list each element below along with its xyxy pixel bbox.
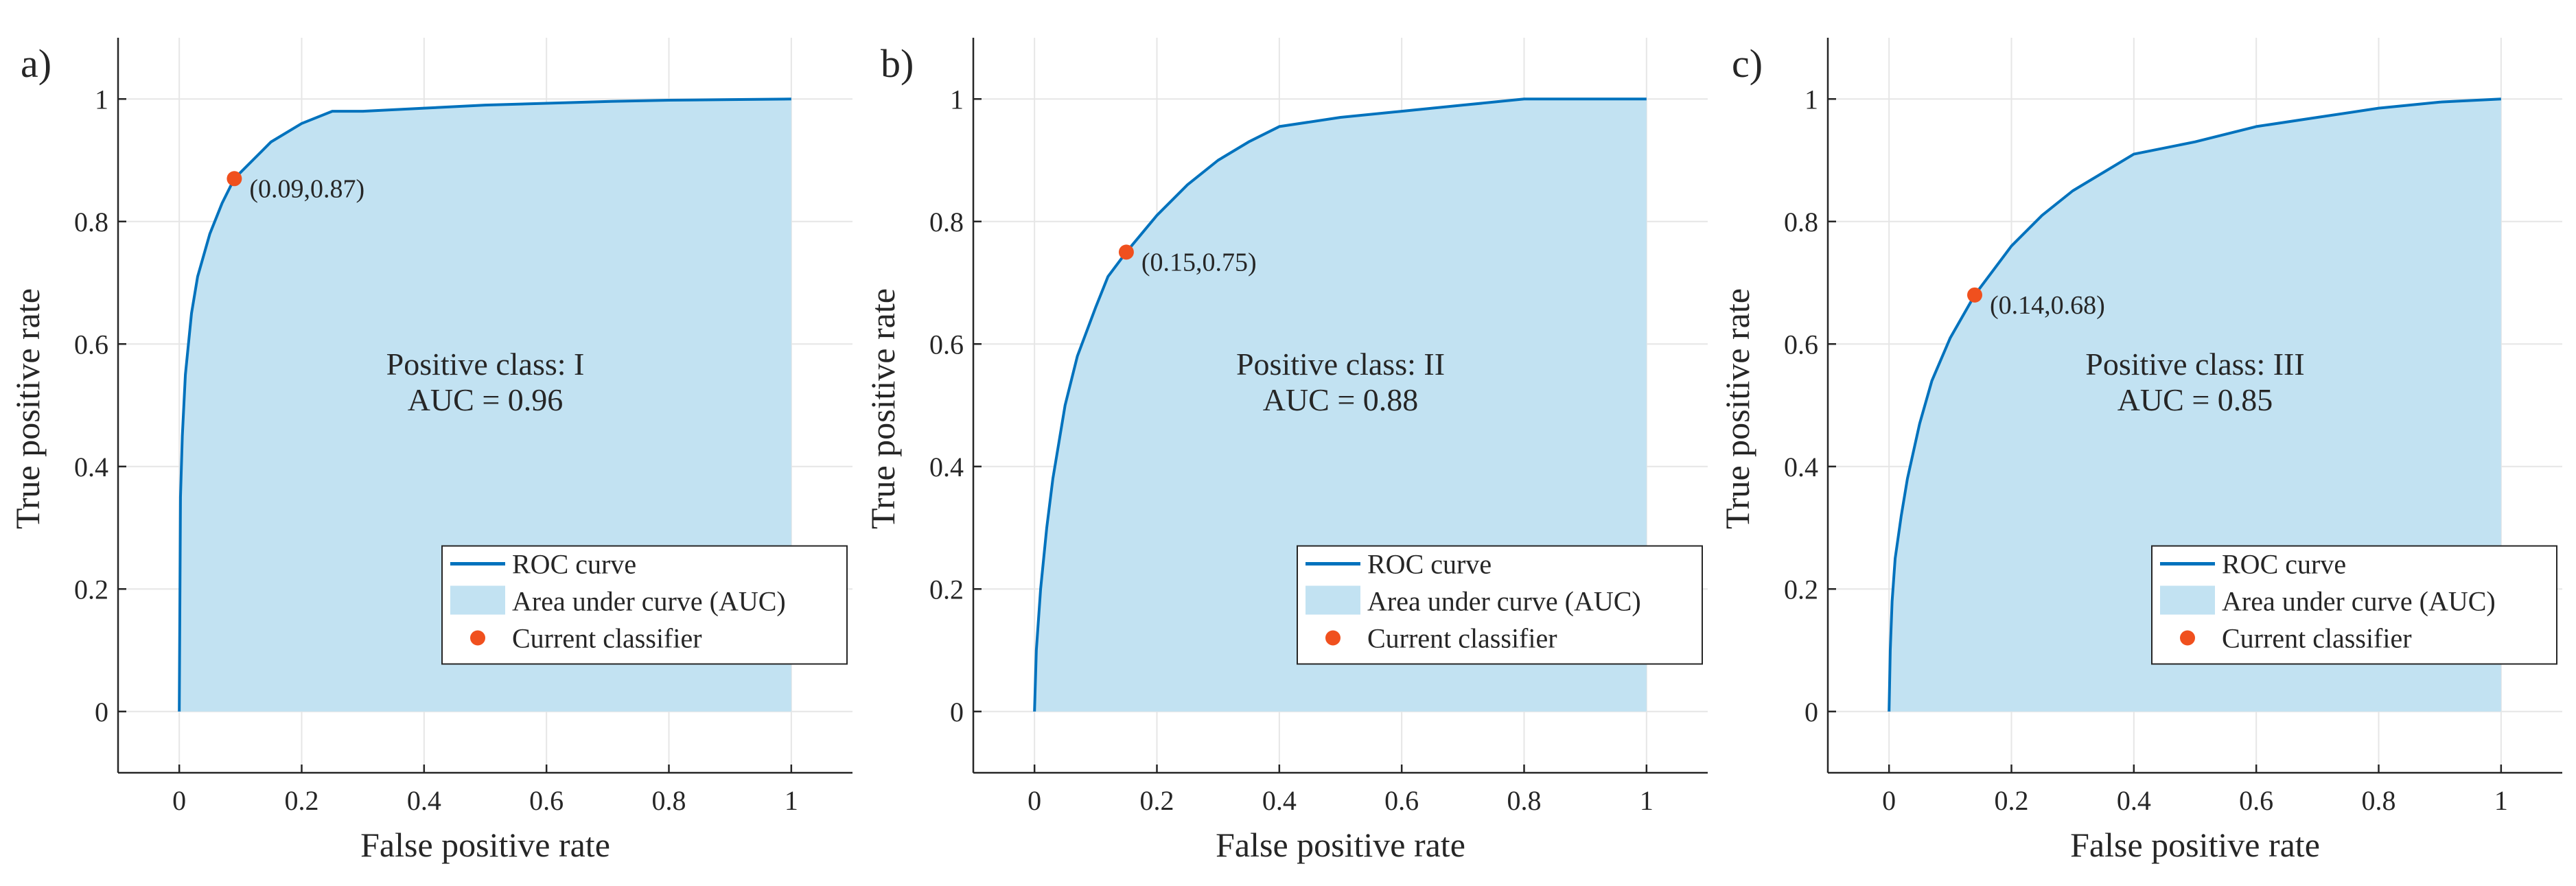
dot-marker-icon — [470, 630, 485, 646]
y-tick-label: 0 — [1805, 697, 1818, 727]
x-tick-label: 0.4 — [1262, 785, 1297, 816]
positive-class-annotation: Positive class: I — [386, 347, 585, 382]
x-tick-label: 0.8 — [1507, 785, 1542, 816]
x-tick-label: 0.8 — [652, 785, 686, 816]
y-tick-label: 1 — [1805, 84, 1818, 115]
y-tick-label: 0.2 — [929, 574, 964, 605]
roc-panel-2: 0 0.2 0.4 0.6 0.8 1 0 0.2 0.4 0.6 0.8 1 False positi… — [863, 38, 1708, 864]
y-tick-label: 0.4 — [74, 452, 108, 482]
current-classifier-point — [1118, 244, 1134, 260]
legend-entry: Current classifier — [2222, 623, 2412, 654]
roc-curve-line — [1033, 97, 1647, 712]
x-tick-label: 0.6 — [2239, 785, 2273, 816]
y-tick-label: 1 — [950, 84, 964, 115]
y-axis-label: True positive rate — [8, 288, 47, 529]
legend-entry: Area under curve (AUC) — [512, 586, 786, 617]
roc-curve-line — [1888, 97, 2501, 712]
auc-annotation: AUC = 0.96 — [408, 382, 564, 417]
x-tick-label: 0.2 — [285, 785, 319, 816]
x-tick-label: 0.2 — [1140, 785, 1174, 816]
auc-annotation: AUC = 0.85 — [2117, 382, 2273, 417]
area-swatch-icon — [2160, 585, 2215, 615]
y-tick-label: 0.6 — [929, 329, 964, 360]
roc-curve-line — [178, 97, 791, 712]
legend-entry: ROC curve — [2222, 549, 2346, 580]
y-tick-label: 1 — [95, 84, 108, 115]
y-tick-label: 0.8 — [1784, 207, 1818, 237]
y-tick-label: 0.2 — [74, 574, 108, 605]
y-tick-label: 0.8 — [929, 207, 964, 237]
legend-entry: Area under curve (AUC) — [2222, 586, 2496, 617]
area-swatch-icon — [450, 585, 505, 615]
y-tick-label: 0.4 — [1784, 452, 1818, 482]
area-swatch-icon — [1306, 585, 1360, 615]
dot-marker-icon — [1325, 630, 1341, 646]
positive-class-annotation: Positive class: II — [1236, 347, 1445, 382]
y-tick-label: 0.8 — [74, 207, 108, 237]
roc-panel-1: 0 0.2 0.4 0.6 0.8 1 0 0.2 0.4 0.6 0.8 1 False positi… — [8, 38, 852, 864]
x-axis-label: False positive rate — [1216, 826, 1465, 864]
x-tick-label: 0.2 — [1995, 785, 2029, 816]
current-classifier-point — [1967, 287, 1982, 303]
x-axis-label: False positive rate — [360, 826, 610, 864]
current-classifier-label: (0.15,0.75) — [1141, 248, 1257, 277]
x-tick-label: 1 — [2494, 785, 2508, 816]
y-tick-label: 0 — [950, 697, 964, 727]
y-axis-label: True positive rate — [863, 288, 902, 529]
x-axis-label: False positive rate — [2070, 826, 2320, 864]
current-classifier-point — [227, 171, 242, 187]
roc-panel-3: 0 0.2 0.4 0.6 0.8 1 0 0.2 0.4 0.6 0.8 1 False positi… — [1718, 38, 2562, 864]
x-tick-label: 0 — [172, 785, 186, 816]
y-axis-label: True positive rate — [1718, 288, 1756, 529]
legend-box — [2151, 545, 2557, 665]
x-tick-label: 1 — [785, 785, 798, 816]
legend-entry: ROC curve — [512, 549, 636, 580]
x-tick-label: 0.4 — [407, 785, 441, 816]
x-tick-label: 0.6 — [529, 785, 564, 816]
x-tick-label: 0 — [1882, 785, 1896, 816]
legend-entry: Current classifier — [512, 623, 702, 654]
legend-box — [1297, 545, 1703, 665]
y-tick-label: 0.6 — [74, 329, 108, 360]
panel-label: b) — [881, 41, 914, 86]
positive-class-annotation: Positive class: III — [2085, 347, 2304, 382]
x-tick-label: 0 — [1028, 785, 1041, 816]
y-tick-label: 0.2 — [1784, 574, 1818, 605]
legend-entry: Area under curve (AUC) — [1367, 586, 1641, 617]
x-tick-label: 0.8 — [2362, 785, 2396, 816]
y-tick-label: 0.6 — [1784, 329, 1818, 360]
current-classifier-label: (0.14,0.68) — [1990, 291, 2105, 320]
current-classifier-label: (0.09,0.87) — [249, 174, 364, 203]
auc-annotation: AUC = 0.88 — [1263, 382, 1419, 417]
y-tick-label: 0 — [95, 697, 108, 727]
x-tick-label: 0.4 — [2117, 785, 2151, 816]
dot-marker-icon — [2180, 630, 2195, 646]
legend-entry: Current classifier — [1367, 623, 1557, 654]
panel-label: a) — [21, 41, 51, 86]
x-tick-label: 0.6 — [1384, 785, 1419, 816]
legend-entry: ROC curve — [1367, 549, 1492, 580]
x-tick-label: 1 — [1640, 785, 1653, 816]
panel-label: c) — [1732, 41, 1763, 86]
y-tick-label: 0.4 — [929, 452, 964, 482]
legend-box — [441, 545, 848, 665]
